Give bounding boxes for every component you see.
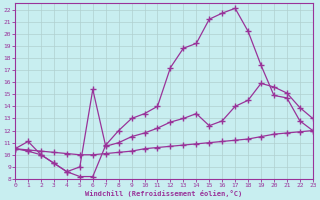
X-axis label: Windchill (Refroidissement éolien,°C): Windchill (Refroidissement éolien,°C): [85, 190, 243, 197]
